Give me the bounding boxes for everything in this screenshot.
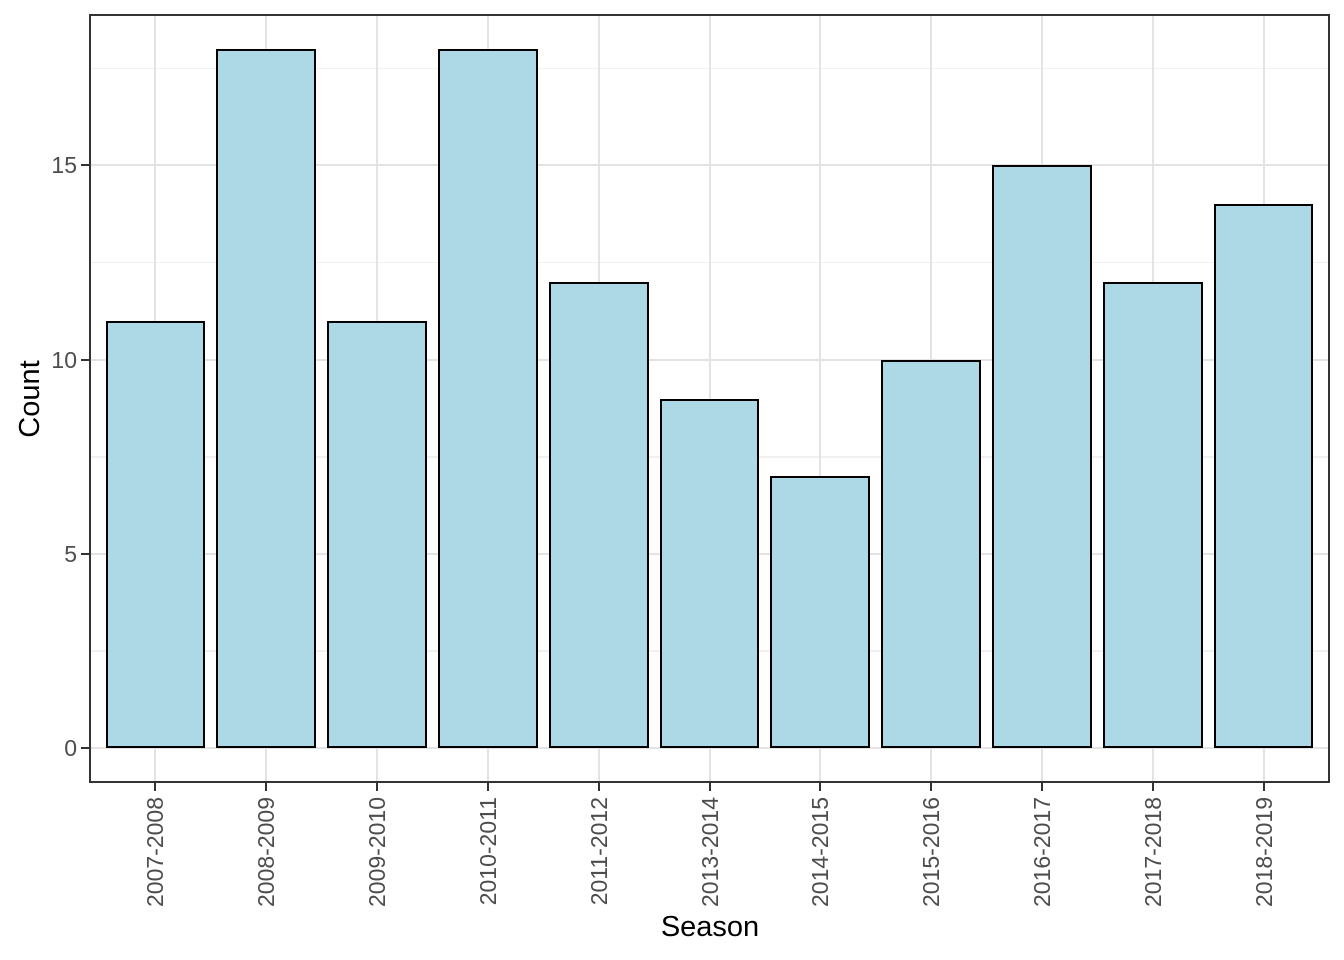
bar-2010-2011 [438, 48, 538, 749]
y-tick-label-10: 10 [51, 346, 77, 373]
y-tick-15 [81, 164, 89, 167]
x-tick-label-2008-2009: 2008-2009 [253, 797, 280, 907]
y-tick-label-5: 5 [64, 540, 77, 567]
x-tick-2008-2009 [265, 783, 268, 791]
bar-2015-2016 [881, 359, 981, 749]
bar-2009-2010 [327, 320, 427, 749]
x-tick-label-2017-2018: 2017-2018 [1139, 797, 1166, 907]
y-tick-0 [81, 747, 89, 750]
y-tick-10 [81, 358, 89, 361]
y-axis-title: Count [14, 360, 46, 438]
bar-2013-2014 [659, 398, 760, 749]
x-tick-2009-2010 [376, 783, 379, 791]
y-tick-label-15: 15 [51, 152, 77, 179]
x-axis-title: Season [660, 911, 760, 943]
bar-2014-2015 [770, 476, 871, 749]
bar-2017-2018 [1102, 281, 1203, 749]
y-tick-5 [81, 552, 89, 555]
x-tick-label-2015-2016: 2015-2016 [918, 797, 945, 907]
x-tick-label-2014-2015: 2014-2015 [807, 797, 834, 907]
plot-panel [89, 14, 1330, 783]
x-tick-2014-2015 [819, 783, 822, 791]
x-tick-label-2009-2010: 2009-2010 [364, 797, 391, 907]
bar-2018-2019 [1213, 204, 1314, 749]
bar-2011-2012 [548, 281, 649, 749]
x-tick-label-2016-2017: 2016-2017 [1028, 797, 1055, 907]
bar-2007-2008 [105, 320, 206, 749]
x-tick-2013-2014 [708, 783, 711, 791]
x-tick-2017-2018 [1151, 783, 1154, 791]
bar-2016-2017 [992, 165, 1092, 749]
bar-2008-2009 [216, 48, 317, 749]
gridline-major-v [819, 14, 822, 783]
x-tick-2010-2011 [486, 783, 489, 791]
x-tick-label-2007-2008: 2007-2008 [142, 797, 169, 907]
x-tick-label-2018-2019: 2018-2019 [1250, 797, 1277, 907]
y-tick-label-0: 0 [64, 735, 77, 762]
x-tick-2018-2019 [1262, 783, 1265, 791]
x-tick-2015-2016 [930, 783, 933, 791]
x-tick-2007-2008 [154, 783, 157, 791]
x-tick-2011-2012 [597, 783, 600, 791]
x-tick-label-2010-2011: 2010-2011 [474, 797, 501, 906]
x-tick-label-2011-2012: 2011-2012 [585, 797, 612, 906]
x-tick-2016-2017 [1040, 783, 1043, 791]
